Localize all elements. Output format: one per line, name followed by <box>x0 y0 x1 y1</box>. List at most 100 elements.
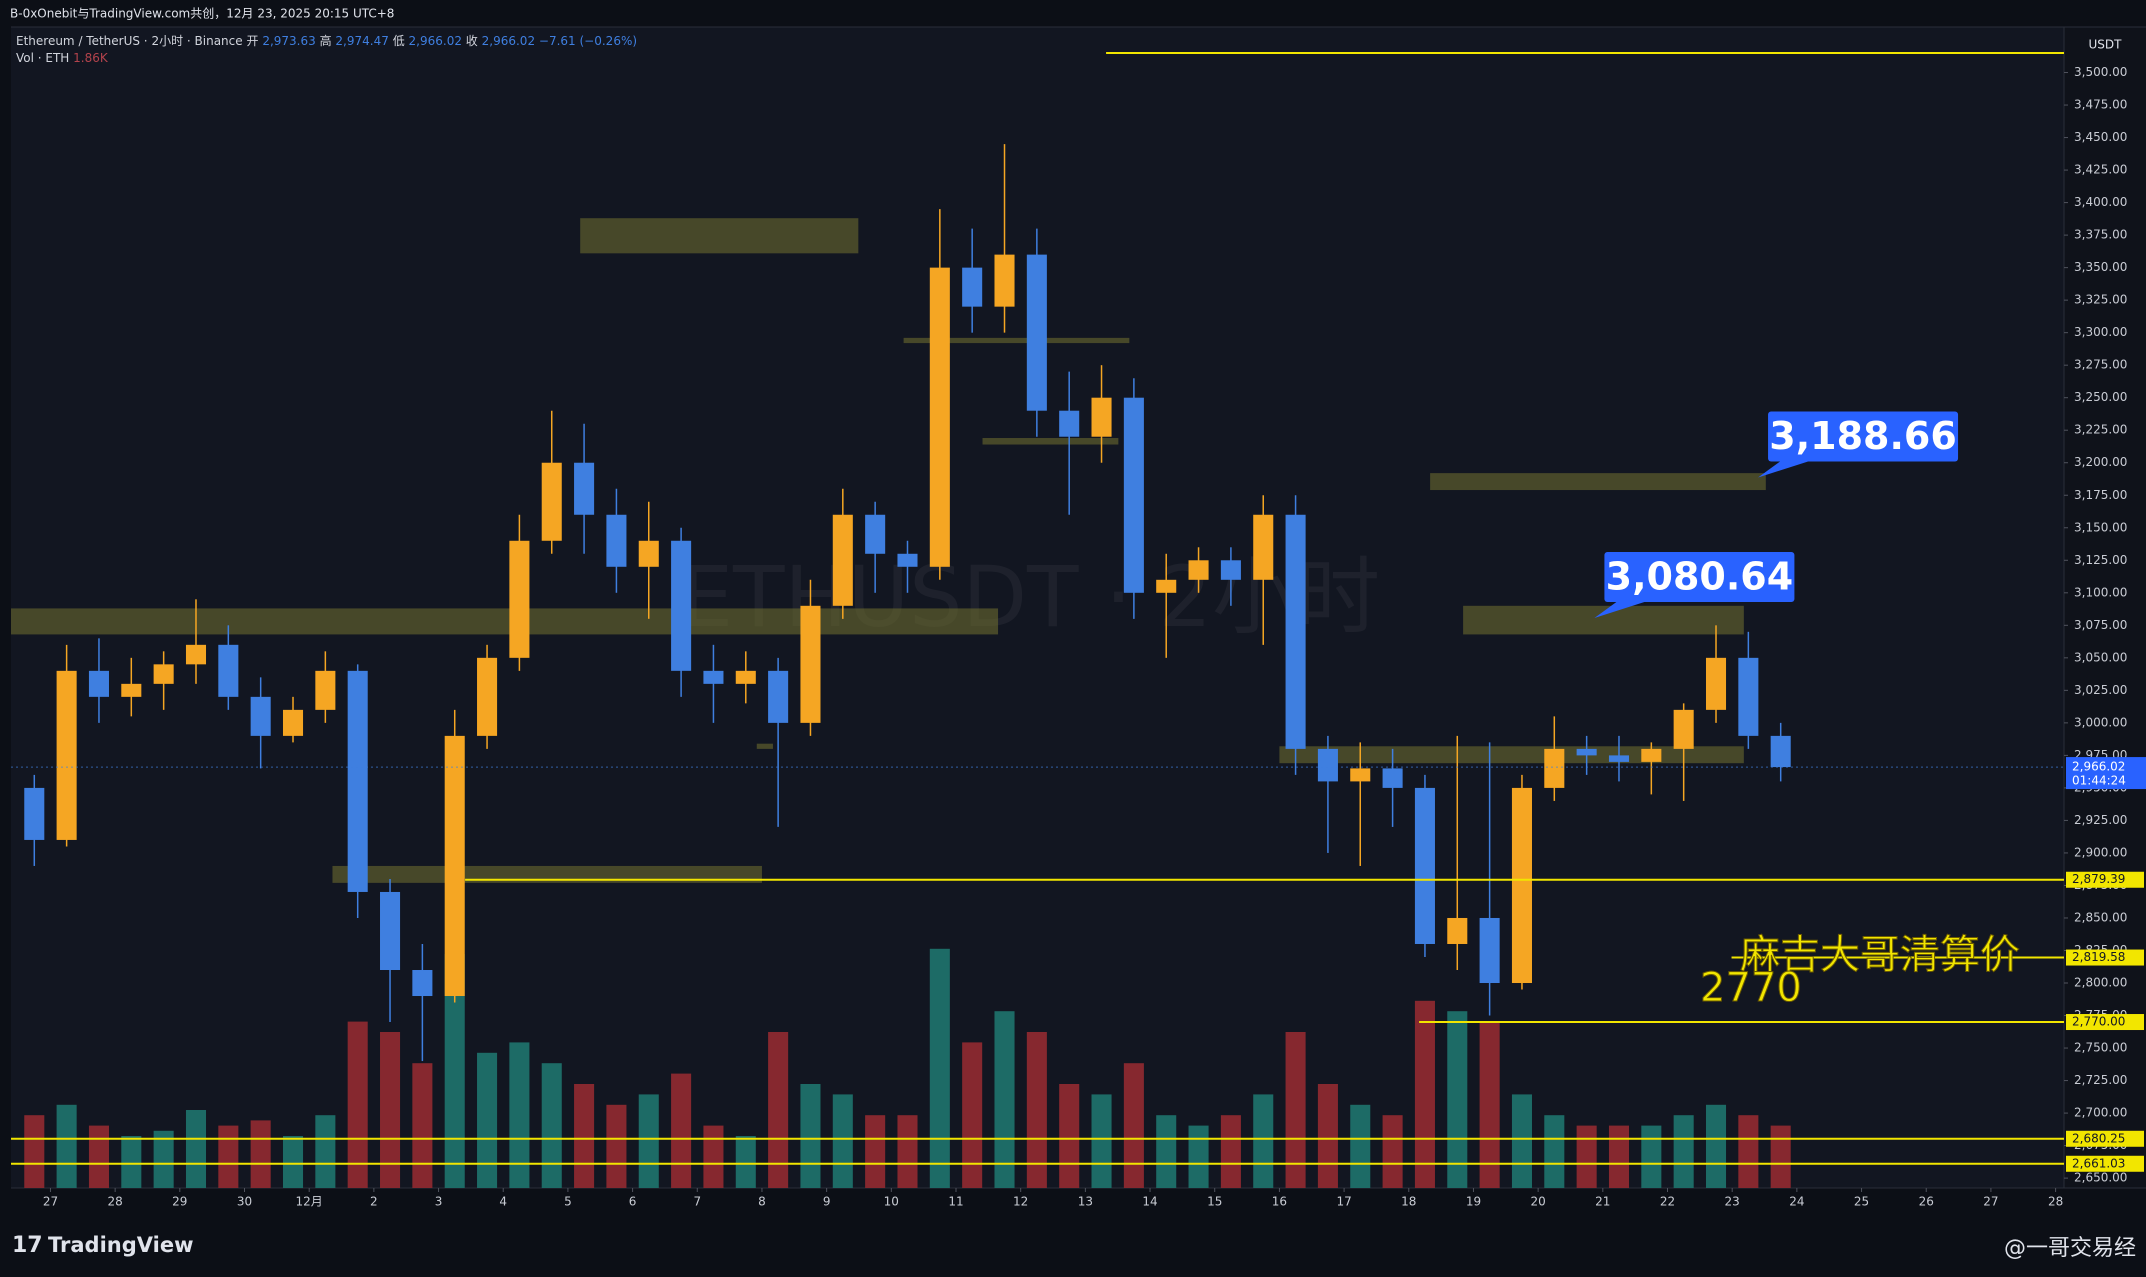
level-label: 2,770.00 <box>2072 1015 2125 1029</box>
candle-body <box>865 514 886 554</box>
y-tick-label: 3,050.00 <box>2074 650 2127 664</box>
last-price-label: 2,966.02 <box>2072 760 2125 774</box>
level-label: 2,879.39 <box>2072 872 2125 886</box>
candle-body <box>1059 410 1080 437</box>
volume-bar <box>703 1125 724 1188</box>
x-tick-label: 30 <box>237 1195 252 1209</box>
candle-body <box>1673 709 1694 749</box>
volume-bar <box>1253 1094 1274 1188</box>
callout-pointer <box>1758 461 1809 478</box>
y-tick-label: 3,025.00 <box>2074 683 2127 697</box>
volume-bar <box>1123 1063 1144 1188</box>
y-tick-label: 3,150.00 <box>2074 520 2127 534</box>
level-label: 2,661.03 <box>2072 1156 2125 1170</box>
candle-body <box>800 605 821 723</box>
volume-bar <box>1414 1000 1435 1188</box>
volume-bar <box>380 1032 401 1188</box>
volume-bar <box>509 1042 530 1188</box>
volume-bar <box>1285 1032 1306 1188</box>
candle-body <box>1156 579 1177 593</box>
candle-body <box>1317 748 1338 782</box>
x-tick-label: 14 <box>1142 1195 1157 1209</box>
candle-body <box>1350 768 1371 782</box>
volume-bar <box>121 1136 142 1188</box>
volume-bar <box>477 1052 498 1188</box>
volume-bar <box>638 1094 659 1188</box>
volume-bar <box>574 1084 595 1188</box>
volume-bar <box>153 1130 174 1188</box>
candle-body <box>477 657 498 736</box>
candle-body <box>1447 917 1468 944</box>
candle-body <box>56 670 77 840</box>
x-tick-label: 10 <box>884 1195 899 1209</box>
candle-body <box>768 670 789 723</box>
candle-body <box>88 670 109 697</box>
price-zone <box>11 608 999 635</box>
level-label-box <box>2066 1130 2144 1147</box>
y-tick-label: 2,650.00 <box>2074 1171 2127 1185</box>
y-tick-label: 3,325.00 <box>2074 293 2127 307</box>
annotation: 2770 <box>1700 965 1802 1011</box>
y-tick-label: 3,100.00 <box>2074 585 2127 599</box>
annotation: 麻吉大哥清算价 <box>1740 932 2020 978</box>
candle-body <box>282 709 304 736</box>
legend: Ethereum / TetherUS · 2小时 · Binance 开 2,… <box>16 33 637 65</box>
price-zone <box>1463 605 1744 635</box>
volume-bar <box>1738 1115 1759 1188</box>
candle-body <box>250 696 271 736</box>
volume-bar <box>1705 1104 1727 1188</box>
x-tick-label: 19 <box>1466 1195 1481 1209</box>
candle-body <box>929 267 950 567</box>
volume-bar <box>1156 1115 1177 1188</box>
volume-bar <box>1479 1021 1500 1188</box>
candle-body <box>735 670 756 684</box>
price-zone <box>756 743 773 749</box>
x-tick-label: 28 <box>2048 1195 2063 1209</box>
legend-row: Ethereum / TetherUS · 2小时 · Binance 开 2,… <box>16 33 637 48</box>
x-tick-label: 25 <box>1854 1195 1869 1209</box>
volume-bar <box>1026 1032 1047 1188</box>
candle-body <box>1544 748 1565 788</box>
candle-body <box>897 553 918 567</box>
candle-body <box>671 540 692 671</box>
x-tick-label: 21 <box>1595 1195 1610 1209</box>
callout-label: 3,188.66 <box>1769 414 1957 458</box>
volume-bar <box>412 1063 433 1188</box>
candle-body <box>1641 748 1662 762</box>
volume-bar <box>897 1115 918 1188</box>
y-tick-label: 3,225.00 <box>2074 423 2127 437</box>
x-tick-label: 7 <box>693 1195 701 1209</box>
x-tick-label: 4 <box>499 1195 507 1209</box>
candle-body <box>218 644 239 697</box>
x-tick-label: 15 <box>1207 1195 1222 1209</box>
candle-body <box>121 683 142 697</box>
volume-bar <box>1220 1115 1241 1188</box>
y-tick-label: 2,925.00 <box>2074 813 2127 827</box>
volume-bar <box>250 1120 271 1188</box>
volume-bar <box>24 1115 45 1188</box>
ohlc-value: 2,974.47 <box>335 34 388 48</box>
y-tick-label: 3,425.00 <box>2074 163 2127 177</box>
volume-bar <box>347 1021 368 1188</box>
y-tick-label: 2,800.00 <box>2074 976 2127 990</box>
volume-bar <box>541 1063 562 1188</box>
x-tick-label: 11 <box>948 1195 963 1209</box>
candle-body <box>1123 397 1144 593</box>
y-tick-label: 2,850.00 <box>2074 910 2127 924</box>
volume-bar <box>832 1094 853 1188</box>
last-price-box <box>2066 757 2146 790</box>
x-tick-label: 29 <box>172 1195 187 1209</box>
x-tick-label: 3 <box>435 1195 443 1209</box>
ohlc-value: 2,973.63 <box>262 34 315 48</box>
candle-body <box>1414 787 1435 944</box>
vol-value: 1.86K <box>73 51 109 65</box>
x-tick-label: 16 <box>1272 1195 1287 1209</box>
y-tick-label: 3,075.00 <box>2074 618 2127 632</box>
y-tick-label: 3,450.00 <box>2074 130 2127 144</box>
callout-box <box>1604 551 1795 602</box>
y-tick-label: 2,700.00 <box>2074 1106 2127 1120</box>
callout-box <box>1768 411 1959 462</box>
volume-bar <box>1608 1125 1630 1188</box>
price-zone <box>332 865 762 883</box>
volume-bar <box>56 1104 77 1188</box>
